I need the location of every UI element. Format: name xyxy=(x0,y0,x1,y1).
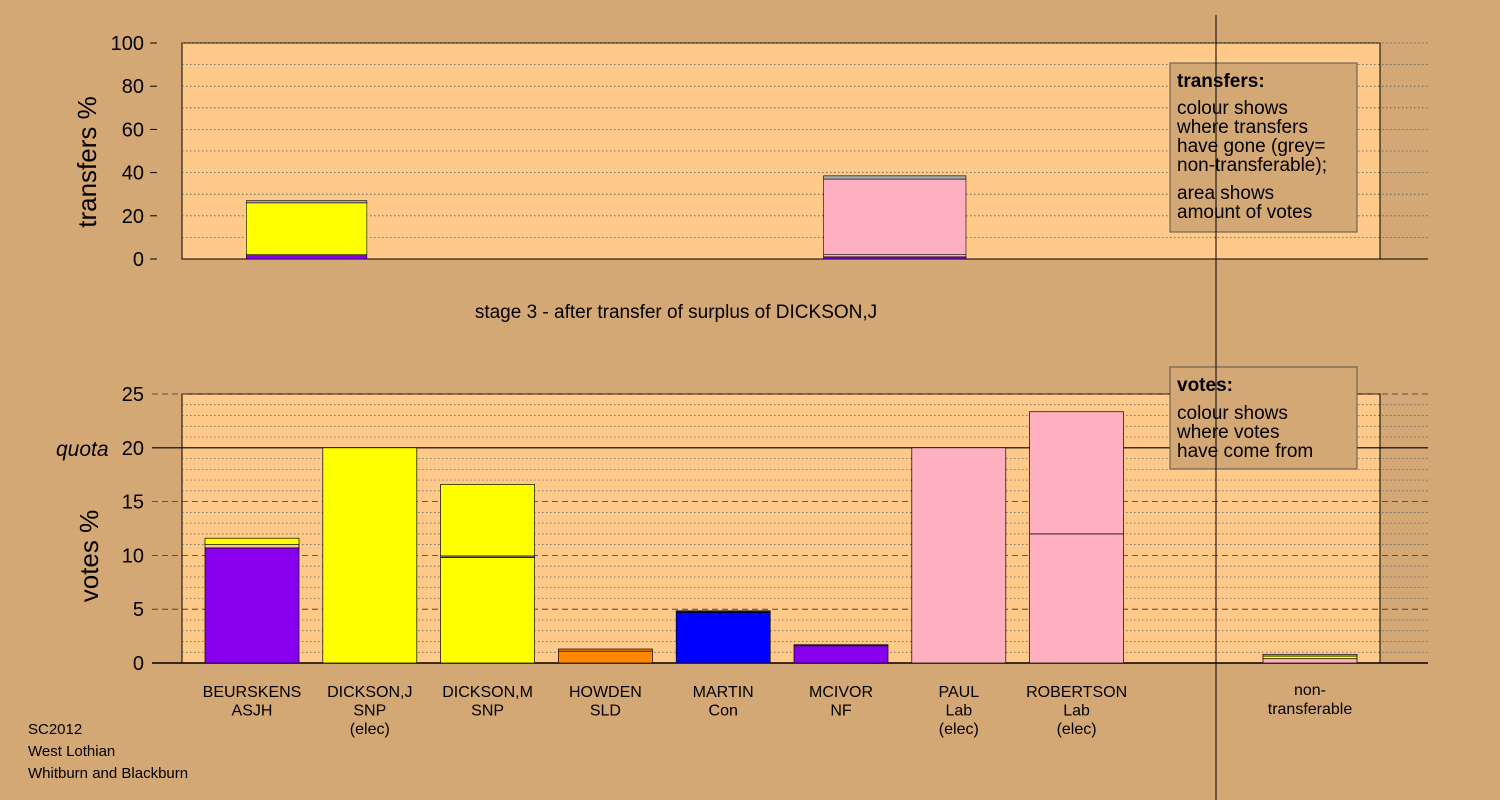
legend-transfers-line: have gone (grey= xyxy=(1177,136,1325,157)
candidate-label: Lab xyxy=(1063,703,1090,720)
nontransferable-bar-segment xyxy=(1262,654,1358,657)
candidate-label: (elec) xyxy=(939,721,979,738)
legend-votes-title: votes: xyxy=(1177,375,1233,396)
transfer-bar-segment xyxy=(823,175,967,180)
legend-transfers-line: where transfers xyxy=(1176,117,1308,138)
y-tick-label: 0 xyxy=(133,249,144,271)
transfer-bar-segment xyxy=(246,200,368,204)
candidate-label: PAUL xyxy=(938,684,979,701)
transfers-y-ticks: 0 20 40 60 80 100 xyxy=(111,33,157,271)
y-tick-label: 15 xyxy=(122,492,144,514)
candidate-label: NF xyxy=(830,703,852,720)
quota-label: quota xyxy=(56,438,109,461)
legend-transfers: transfers: colour shows where transfers … xyxy=(1169,62,1358,233)
vote-bar-segment xyxy=(793,644,889,647)
footer-line: SC2012 xyxy=(28,721,82,738)
y-tick-label: 10 xyxy=(122,545,144,567)
vote-bar-segment xyxy=(204,537,300,545)
votes-y-ticks: 0 5 10 15 20 25 xyxy=(122,384,144,675)
legend-votes-line: have come from xyxy=(1177,441,1313,462)
candidate-label: DICKSON,M xyxy=(442,684,533,701)
transfers-gridlines xyxy=(182,42,1428,260)
nontransferable-label: non- xyxy=(1294,682,1326,699)
candidate-label: (elec) xyxy=(1057,721,1097,738)
vote-bar-segment xyxy=(793,645,889,664)
vote-bar-segment xyxy=(911,447,1007,664)
candidate-label: HOWDEN xyxy=(569,684,642,701)
legend-transfers-line: non-transferable); xyxy=(1177,155,1327,176)
transfer-bar-segment xyxy=(823,178,967,255)
candidate-label: SNP xyxy=(353,703,386,720)
y-tick-label: 25 xyxy=(122,384,144,406)
candidate-label: SNP xyxy=(471,703,504,720)
transfer-bar-segment xyxy=(823,254,967,258)
footer-line: West Lothian xyxy=(28,743,115,760)
nontransferable-bar-segment xyxy=(1262,658,1358,664)
y-tick-label: 100 xyxy=(111,33,144,55)
candidate-label: Lab xyxy=(945,703,972,720)
vote-bar-segment xyxy=(204,544,300,549)
votes-candidate-labels: BEURSKENSASJHDICKSON,JSNP(elec)DICKSON,M… xyxy=(203,682,1353,738)
vote-bar-segment xyxy=(440,557,535,664)
stage-title: stage 3 - after transfer of surplus of D… xyxy=(475,302,877,323)
legend-votes-line: colour shows xyxy=(1177,403,1288,424)
legend-votes-line: where votes xyxy=(1176,422,1279,443)
candidate-label: (elec) xyxy=(350,721,390,738)
y-tick-label: 0 xyxy=(133,653,144,675)
legend-transfers-line: area shows xyxy=(1177,183,1274,204)
candidate-label: ASJH xyxy=(232,703,273,720)
y-tick-label: 20 xyxy=(122,206,144,228)
vote-bar-segment xyxy=(675,610,771,613)
vote-bar-segment xyxy=(1029,411,1124,535)
y-tick-label: 80 xyxy=(122,76,144,98)
candidate-label: BEURSKENS xyxy=(203,684,302,701)
vote-bar-segment xyxy=(1029,533,1124,664)
transfer-bar-segment xyxy=(823,256,967,260)
legend-transfers-line: colour shows xyxy=(1177,98,1288,119)
y-tick-label: 5 xyxy=(133,599,144,621)
vote-bar-segment xyxy=(558,650,653,664)
legend-transfers-title: transfers: xyxy=(1177,71,1265,92)
votes-bars xyxy=(204,411,1358,664)
transfer-bar-segment xyxy=(246,202,368,255)
vote-bar-segment xyxy=(204,547,300,664)
y-tick-label: 20 xyxy=(122,438,144,460)
y-tick-label: 60 xyxy=(122,119,144,141)
candidate-label: SLD xyxy=(590,703,621,720)
vote-bar-segment xyxy=(440,484,535,557)
footer-line: Whitburn and Blackburn xyxy=(28,765,188,782)
nontransferable-label: transferable xyxy=(1268,701,1353,718)
legend-votes: votes: colour shows where votes have com… xyxy=(1169,366,1358,470)
candidate-label: ROBERTSON xyxy=(1026,684,1127,701)
vote-bar-segment xyxy=(322,447,418,664)
vote-bar-segment xyxy=(675,612,771,664)
votes-y-axis-title: votes % xyxy=(74,510,104,603)
vote-bar-segment xyxy=(558,648,653,652)
candidate-label: Con xyxy=(709,703,738,720)
transfer-bar-segment xyxy=(246,254,368,260)
candidate-label: MARTIN xyxy=(693,684,754,701)
legend-transfers-line: amount of votes xyxy=(1177,202,1312,223)
nontransferable-bar-segment xyxy=(1262,655,1358,660)
y-tick-label: 40 xyxy=(122,163,144,185)
candidate-label: MCIVOR xyxy=(809,684,873,701)
transfers-bars xyxy=(246,175,967,260)
transfers-y-axis-title: transfers % xyxy=(72,96,102,228)
candidate-label: DICKSON,J xyxy=(327,684,412,701)
